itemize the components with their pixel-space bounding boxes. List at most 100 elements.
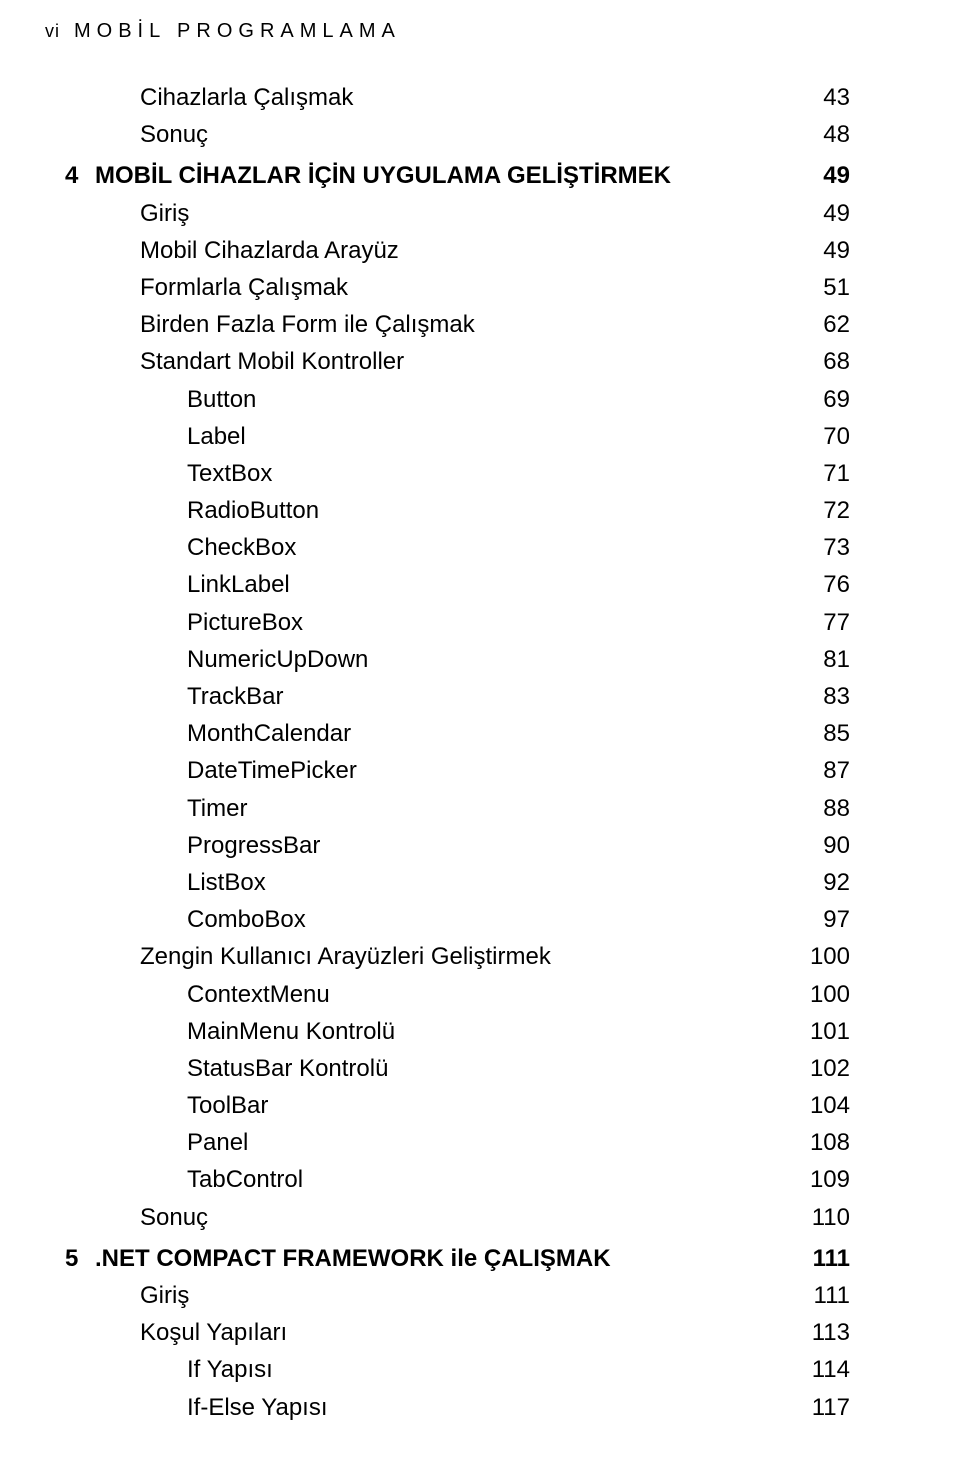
toc-item-row: Sonuç 48: [45, 116, 850, 153]
toc-item-label: DateTimePicker: [187, 752, 357, 789]
toc-item-row: Mobil Cihazlarda Arayüz 49: [45, 232, 850, 269]
toc-item-row: RadioButton 72: [45, 492, 850, 529]
toc-page-number: 49: [823, 195, 850, 232]
toc-page-number: 90: [823, 827, 850, 864]
toc-page-number: 51: [823, 269, 850, 306]
toc-page-number: 48: [823, 116, 850, 153]
toc-page-number: 73: [823, 529, 850, 566]
toc-page-number: 110: [812, 1199, 850, 1236]
toc-item-label: Zengin Kullanıcı Arayüzleri Geliştirmek: [140, 938, 551, 975]
toc-item-label: ComboBox: [187, 901, 306, 938]
toc-item-row: NumericUpDown81: [45, 641, 850, 678]
toc-page-number: 108: [810, 1124, 850, 1161]
toc-page-number: 92: [823, 864, 850, 901]
toc-item-row: ToolBar104: [45, 1087, 850, 1124]
toc-item-label: TabControl: [187, 1161, 303, 1198]
toc-item-row: Cihazlarla Çalışmak43: [45, 79, 850, 116]
toc-page-number: 113: [812, 1314, 850, 1351]
toc-item-row: Button 69: [45, 381, 850, 418]
toc-chapter-number: 4: [65, 157, 95, 194]
toc-item-row: Timer88: [45, 790, 850, 827]
toc-item-label: ListBox: [187, 864, 266, 901]
toc-item-label: If-Else Yapısı: [187, 1389, 328, 1426]
toc-page-number: 68: [823, 343, 850, 380]
toc-page-number: 49: [823, 232, 850, 269]
toc-item-row: ListBox 92: [45, 864, 850, 901]
toc-page-number: 117: [812, 1389, 850, 1426]
toc-chapter-row: 5.NET COMPACT FRAMEWORK ile ÇALIŞMAK 111: [45, 1240, 850, 1277]
toc-item-row: MonthCalendar85: [45, 715, 850, 752]
toc-item-label: Mobil Cihazlarda Arayüz: [140, 232, 399, 269]
toc-item-row: Giriş 111: [45, 1277, 850, 1314]
toc-item-row: Sonuç 110: [45, 1199, 850, 1236]
toc-page-number: 69: [823, 381, 850, 418]
toc-item-label: ProgressBar: [187, 827, 320, 864]
toc-chapter-title: .NET COMPACT FRAMEWORK ile ÇALIŞMAK: [95, 1245, 611, 1272]
toc-page-number: 114: [812, 1351, 850, 1388]
toc-item-label: If Yapısı: [187, 1351, 273, 1388]
toc-chapter-title: MOBİL CİHAZLAR İÇİN UYGULAMA GELİŞTİRMEK: [95, 162, 671, 189]
toc-item-label: NumericUpDown: [187, 641, 368, 678]
toc-item-label: Giriş: [140, 1277, 189, 1314]
toc-page-number: 88: [823, 790, 850, 827]
toc-item-label: Sonuç: [140, 1199, 208, 1236]
toc-page-number: 97: [823, 901, 850, 938]
toc-item-row: Panel108: [45, 1124, 850, 1161]
toc-item-label: RadioButton: [187, 492, 319, 529]
toc-item-row: If-Else Yapısı 117: [45, 1389, 850, 1426]
toc-item-label: Sonuç: [140, 116, 208, 153]
toc-chapter-label: 5.NET COMPACT FRAMEWORK ile ÇALIŞMAK: [65, 1240, 611, 1277]
toc-item-label: StatusBar Kontrolü: [187, 1050, 388, 1087]
toc-item-row: StatusBar Kontrolü102: [45, 1050, 850, 1087]
toc-item-row: Zengin Kullanıcı Arayüzleri Geliştirmek 1…: [45, 938, 850, 975]
toc-item-row: ProgressBar 90: [45, 827, 850, 864]
toc-page-number: 62: [823, 306, 850, 343]
toc-page-number: 111: [813, 1240, 850, 1277]
toc-item-label: LinkLabel: [187, 566, 290, 603]
toc-item-row: TextBox 71: [45, 455, 850, 492]
toc-item-row: Birden Fazla Form ile Çalışmak 62: [45, 306, 850, 343]
toc-page-number: 76: [823, 566, 850, 603]
page-marker: vi: [45, 21, 60, 42]
toc-item-row: MainMenu Kontrolü101: [45, 1013, 850, 1050]
toc-item-row: If Yapısı 114: [45, 1351, 850, 1388]
toc-item-label: TextBox: [187, 455, 272, 492]
toc-page-number: 100: [810, 976, 850, 1013]
toc-item-row: CheckBox 73: [45, 529, 850, 566]
toc-item-row: LinkLabel 76: [45, 566, 850, 603]
toc-item-label: ContextMenu: [187, 976, 330, 1013]
toc-chapter-label: 4MOBİL CİHAZLAR İÇİN UYGULAMA GELİŞTİRME…: [65, 157, 671, 194]
toc-item-label: Standart Mobil Kontroller: [140, 343, 404, 380]
toc-page-number: 71: [823, 455, 850, 492]
toc-page-number: 100: [810, 938, 850, 975]
toc-item-row: Standart Mobil Kontroller 68: [45, 343, 850, 380]
toc-item-row: Formlarla Çalışmak 51: [45, 269, 850, 306]
toc-page-number: 109: [810, 1161, 850, 1198]
toc-item-label: Giriş: [140, 195, 189, 232]
toc-item-row: ComboBox 97: [45, 901, 850, 938]
toc-item-label: CheckBox: [187, 529, 296, 566]
page-header: vi MOBİL PROGRAMLAMA: [45, 20, 850, 43]
toc-item-label: Formlarla Çalışmak: [140, 269, 348, 306]
toc-item-label: Button: [187, 381, 256, 418]
toc-page-number: 72: [823, 492, 850, 529]
header-title: MOBİL PROGRAMLAMA: [74, 20, 401, 43]
toc-item-label: Koşul Yapıları: [140, 1314, 287, 1351]
toc-item-row: Label70: [45, 418, 850, 455]
toc-item-label: Label: [187, 418, 246, 455]
toc-item-row: TrackBar 83: [45, 678, 850, 715]
toc-page-number: 77: [823, 604, 850, 641]
toc-page-number: 111: [814, 1277, 850, 1314]
toc-item-label: Birden Fazla Form ile Çalışmak: [140, 306, 475, 343]
toc-item-label: MonthCalendar: [187, 715, 351, 752]
toc-item-row: ContextMenu 100: [45, 976, 850, 1013]
toc-item-label: TrackBar: [187, 678, 283, 715]
toc-item-row: Koşul Yapıları 113: [45, 1314, 850, 1351]
table-of-contents: Cihazlarla Çalışmak43Sonuç484MOBİL CİHAZ…: [45, 79, 850, 1426]
toc-page-number: 49: [823, 157, 850, 194]
toc-page-number: 43: [823, 79, 850, 116]
page-root: vi MOBİL PROGRAMLAMA Cihazlarla Çalışmak…: [0, 0, 960, 1480]
toc-item-label: PictureBox: [187, 604, 303, 641]
toc-page-number: 83: [823, 678, 850, 715]
toc-chapter-row: 4MOBİL CİHAZLAR İÇİN UYGULAMA GELİŞTİRME…: [45, 157, 850, 194]
